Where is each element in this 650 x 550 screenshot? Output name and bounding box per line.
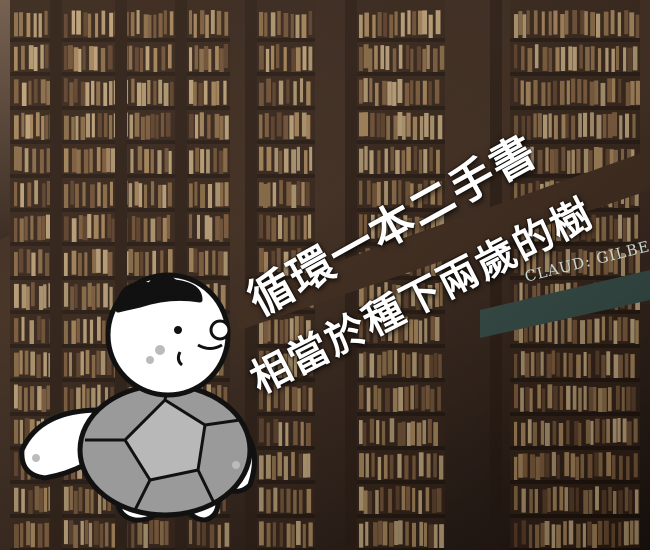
turtle [19, 272, 257, 523]
